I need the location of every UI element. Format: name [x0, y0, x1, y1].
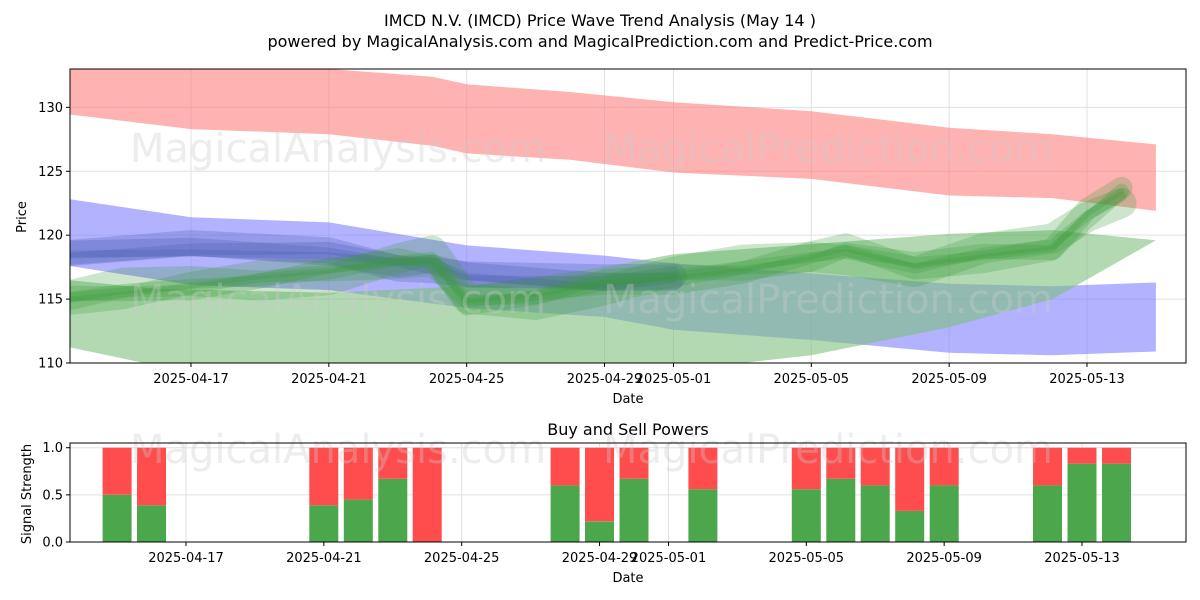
sell-bar [309, 447, 339, 506]
sell-bar [1102, 447, 1131, 464]
signal-chart: Buy and Sell Powers MagicalAnalysis.com … [20, 420, 1187, 586]
sell-bar [343, 447, 373, 500]
x-tick-label: 2025-04-17 [148, 551, 224, 566]
sell-bar [102, 447, 132, 495]
signal-plot-border [69, 442, 1187, 543]
buy-bar [895, 510, 925, 542]
buy-bar [929, 485, 959, 542]
x-tick-label: 2025-05-01 [636, 372, 712, 387]
y-tick-label: 125 [38, 165, 63, 180]
y-tick-label: 130 [38, 101, 63, 116]
buy-bar [1033, 485, 1062, 542]
sell-bar [860, 447, 890, 486]
signal-bars [102, 447, 1131, 542]
price-traces [70, 176, 1137, 320]
price-axis-ticks: 2025-04-17 2025-04-21 2025-04-25 2025-04-29… [38, 101, 1125, 387]
watermark-text: MagicalAnalysis.com [130, 126, 546, 172]
blue-wave-trace [70, 230, 687, 291]
green-wave-trace [70, 188, 1137, 320]
blue-wave-trace [70, 242, 680, 289]
x-tick-label: 2025-04-21 [291, 372, 367, 387]
x-tick-label: 2025-05-09 [911, 372, 987, 387]
blue-wave-trace [70, 249, 677, 291]
sell-bar [585, 447, 614, 522]
x-tick-label: 2025-04-25 [429, 372, 505, 387]
chart-title: IMCD N.V. (IMCD) Price Wave Trend Analys… [384, 11, 816, 30]
x-tick-label: 2025-04-17 [153, 372, 229, 387]
price-bands [70, 69, 1156, 363]
sell-bar [895, 447, 925, 511]
x-tick-label: 2025-05-01 [631, 551, 707, 566]
x-tick-label: 2025-04-29 [567, 372, 643, 387]
buy-bar [688, 489, 718, 542]
chart-subtitle: powered by MagicalAnalysis.com and Magic… [267, 32, 932, 51]
signal-axis-ticks: 2025-04-17 2025-04-21 2025-04-25 2025-04-29… [42, 441, 1119, 566]
buy-bar [102, 494, 132, 542]
buy-bar [1067, 463, 1097, 542]
green-trend-band [70, 230, 1156, 363]
sell-bar [378, 447, 408, 479]
y-tick-label: 1.0 [42, 441, 63, 456]
sell-bar [412, 447, 442, 542]
y-tick-label: 0.5 [42, 488, 63, 503]
watermark-text: MagicalPrediction.com [603, 277, 1053, 323]
price-watermarks: MagicalAnalysis.com MagicalPrediction.co… [130, 126, 1053, 323]
blue-wave-trace [70, 237, 683, 291]
price-plot-border [69, 68, 1187, 364]
signal-y-axis-label: Signal Strength [20, 444, 35, 544]
green-wave-trace [70, 183, 1129, 316]
watermark-text: MagicalPrediction.com [603, 427, 1053, 473]
buy-bar [378, 478, 408, 542]
x-tick-label: 2025-05-13 [1044, 551, 1120, 566]
price-y-axis-label: Price [15, 201, 30, 233]
watermark-text: MagicalAnalysis.com [130, 427, 546, 473]
sell-bar [929, 447, 959, 486]
buy-bar [791, 489, 821, 542]
watermark-text: MagicalPrediction.com [603, 126, 1053, 172]
green-wave-trace [70, 176, 1133, 315]
buy-bar [1102, 463, 1131, 542]
buy-bar [309, 505, 339, 542]
green-wave-trace [70, 191, 1127, 305]
sell-bar [619, 447, 649, 479]
watermark-text: MagicalAnalysis.com [130, 277, 546, 323]
signal-x-axis-label: Date [612, 571, 643, 586]
signal-chart-title: Buy and Sell Powers [547, 420, 709, 439]
y-tick-label: 0.0 [42, 536, 63, 551]
buy-bar [550, 485, 580, 542]
price-chart: MagicalAnalysis.com MagicalPrediction.co… [15, 68, 1187, 407]
x-tick-label: 2025-05-05 [769, 551, 845, 566]
y-tick-label: 120 [38, 229, 63, 244]
sell-bar [1033, 447, 1062, 486]
sell-bar [826, 447, 856, 479]
x-tick-label: 2025-05-09 [906, 551, 982, 566]
sell-bar [550, 447, 580, 486]
red-trend-band [70, 69, 1156, 211]
buy-bar [860, 485, 890, 542]
signal-watermarks: MagicalAnalysis.com MagicalPrediction.co… [130, 427, 1053, 473]
buy-bar [343, 499, 373, 542]
x-tick-label: 2025-05-05 [774, 372, 850, 387]
sell-bar [791, 447, 821, 490]
sell-bar [688, 447, 718, 490]
y-tick-label: 110 [38, 357, 63, 372]
x-tick-label: 2025-04-21 [286, 551, 362, 566]
price-x-axis-label: Date [612, 392, 643, 407]
buy-bar [137, 505, 166, 542]
sell-bar [137, 447, 166, 506]
buy-bar [585, 521, 614, 542]
x-tick-label: 2025-04-29 [562, 551, 638, 566]
buy-bar [826, 478, 856, 542]
x-tick-label: 2025-05-13 [1049, 372, 1125, 387]
y-tick-label: 115 [38, 293, 63, 308]
green-wave-trace [70, 188, 1125, 304]
x-tick-label: 2025-04-25 [424, 551, 500, 566]
buy-bar [619, 478, 649, 542]
sell-bar [1067, 447, 1097, 464]
